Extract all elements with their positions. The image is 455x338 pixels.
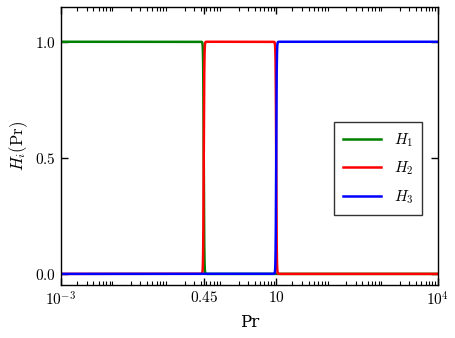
- Y-axis label: $H_i(\mathrm{Pr})$: $H_i(\mathrm{Pr})$: [7, 121, 30, 171]
- $H_3$: [256, 272, 262, 276]
- $H_2$: [58, 272, 64, 276]
- $H_3$: [58, 272, 64, 276]
- $H_2$: [210, 40, 216, 44]
- X-axis label: Pr: Pr: [239, 314, 258, 331]
- $H_1$: [104, 40, 110, 44]
- $H_1$: [256, 272, 262, 276]
- $H_3$: [67, 272, 72, 276]
- $H_3$: [434, 40, 440, 44]
- $H_2$: [256, 40, 262, 44]
- $H_1$: [434, 272, 440, 276]
- $H_3$: [298, 40, 303, 44]
- $H_2$: [434, 272, 440, 276]
- $H_1$: [210, 272, 216, 276]
- $H_2$: [298, 272, 303, 276]
- $H_3$: [283, 40, 288, 44]
- $H_2$: [415, 272, 421, 276]
- Line: $H_3$: $H_3$: [61, 42, 437, 274]
- Line: $H_2$: $H_2$: [61, 42, 437, 274]
- $H_3$: [415, 40, 421, 44]
- Line: $H_1$: $H_1$: [61, 42, 437, 274]
- $H_1$: [58, 40, 64, 44]
- $H_2$: [67, 272, 72, 276]
- $H_2$: [399, 272, 404, 276]
- $H_1$: [415, 272, 421, 276]
- $H_1$: [67, 40, 72, 44]
- $H_1$: [298, 272, 303, 276]
- $H_1$: [399, 272, 404, 276]
- $H_2$: [104, 272, 110, 276]
- $H_3$: [104, 272, 110, 276]
- $H_3$: [399, 40, 404, 44]
- $H_2$: [283, 272, 288, 276]
- Legend: $H_1$, $H_2$, $H_3$: $H_1$, $H_2$, $H_3$: [334, 122, 421, 215]
